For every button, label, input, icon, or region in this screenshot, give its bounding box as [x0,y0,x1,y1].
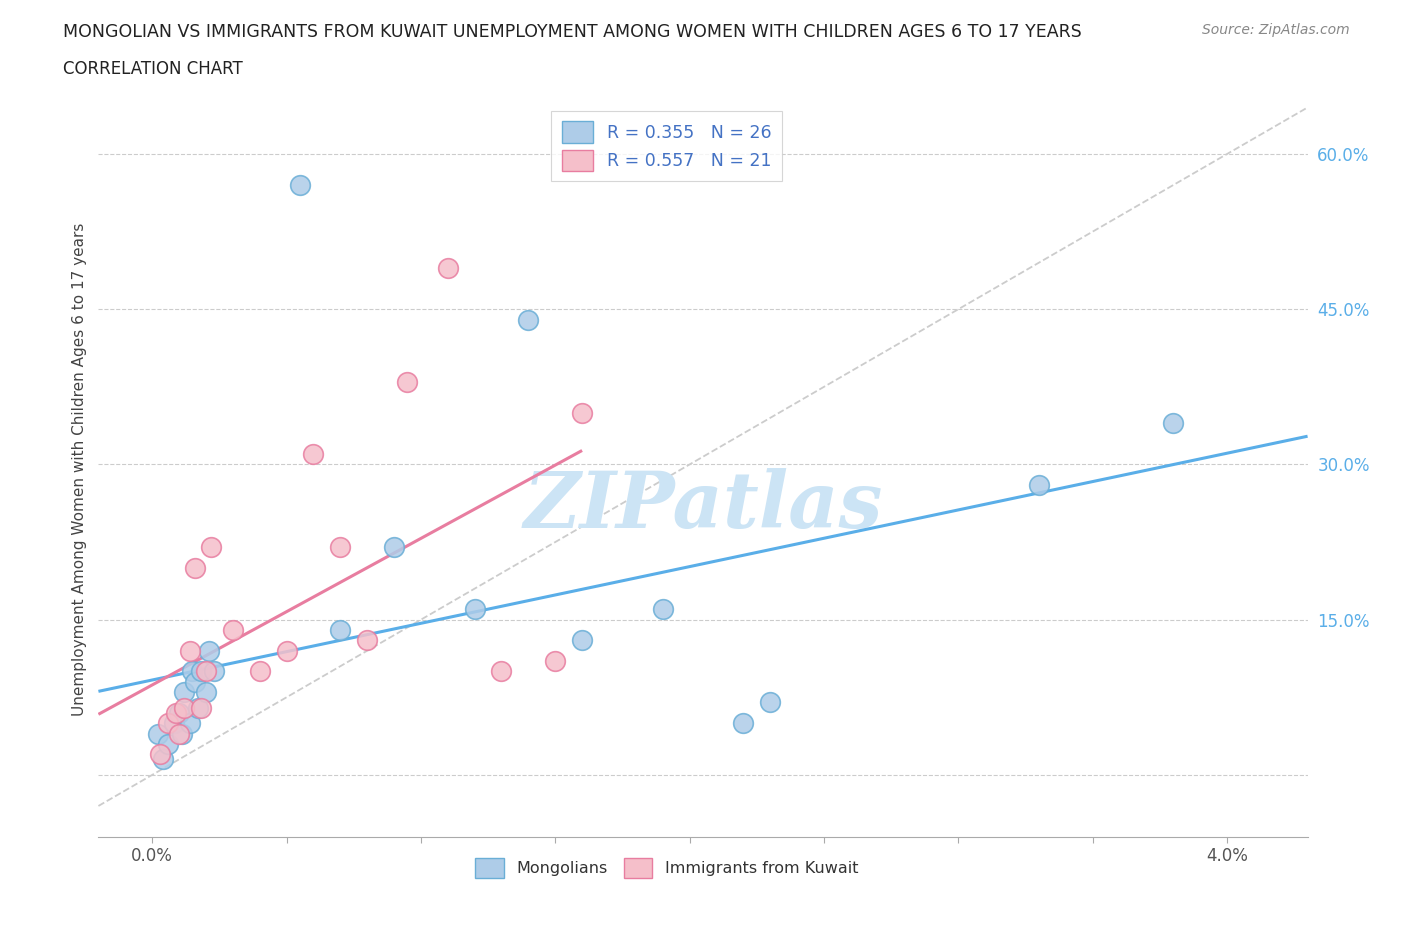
Point [190,700,212,715]
Point [759,695,782,710]
Point [157,737,180,751]
Point [302,446,325,461]
Point [1028,478,1050,493]
Point [165,705,187,720]
Point [571,405,593,420]
Text: Source: ZipAtlas.com: Source: ZipAtlas.com [1202,23,1350,37]
Point [146,726,169,741]
Point [170,726,193,741]
Point [152,752,174,767]
Point [382,539,405,554]
Point [187,700,209,715]
Point [464,602,486,617]
Legend: Mongolians, Immigrants from Kuwait: Mongolians, Immigrants from Kuwait [468,852,865,884]
Text: CORRELATION CHART: CORRELATION CHART [63,60,243,78]
Point [184,674,207,689]
Point [329,622,352,637]
Point [197,644,219,658]
Point [436,260,458,275]
Point [491,664,513,679]
Point [202,664,225,679]
Point [184,561,207,576]
Point [163,716,186,731]
Point [288,178,311,193]
Point [179,716,201,731]
Point [329,539,352,554]
Point [222,622,245,637]
Y-axis label: Unemployment Among Women with Children Ages 6 to 17 years: Unemployment Among Women with Children A… [72,223,87,716]
Point [167,726,190,741]
Point [200,539,222,554]
Point [181,664,204,679]
Point [157,716,180,731]
Point [149,747,172,762]
Point [194,664,217,679]
Point [396,374,419,389]
Point [544,654,567,669]
Text: MONGOLIAN VS IMMIGRANTS FROM KUWAIT UNEMPLOYMENT AMONG WOMEN WITH CHILDREN AGES : MONGOLIAN VS IMMIGRANTS FROM KUWAIT UNEM… [63,23,1083,41]
Point [517,312,540,327]
Point [571,633,593,648]
Point [173,684,195,699]
Text: ZIPatlas: ZIPatlas [523,468,883,545]
Point [194,684,217,699]
Point [1161,416,1184,431]
Point [173,700,195,715]
Point [356,633,378,648]
Point [276,644,298,658]
Point [651,602,673,617]
Point [167,705,190,720]
Point [190,664,212,679]
Point [249,664,271,679]
Point [179,644,201,658]
Point [733,716,755,731]
